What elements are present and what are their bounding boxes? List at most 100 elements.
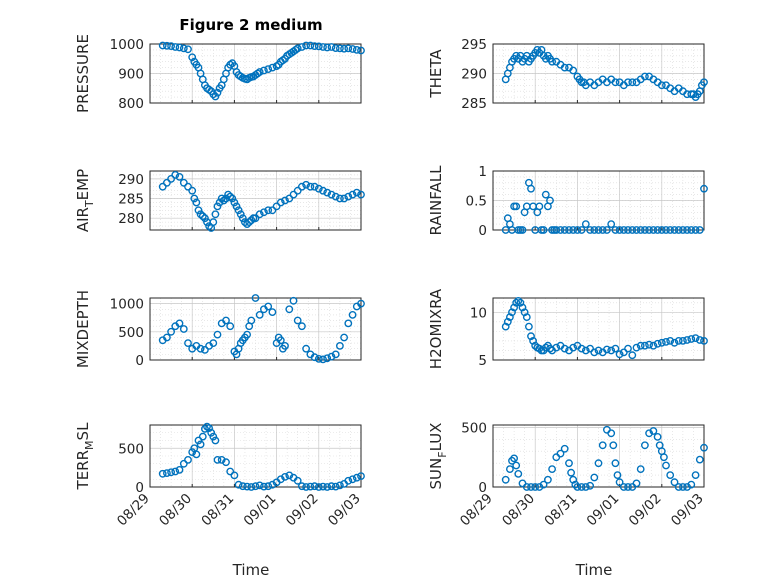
data-point <box>653 226 662 234</box>
data-point <box>687 335 696 343</box>
data-point <box>577 344 586 353</box>
data-point <box>276 198 285 207</box>
data-point <box>344 476 353 485</box>
data-point <box>192 198 201 207</box>
data-point <box>327 43 336 51</box>
data-point <box>289 296 298 305</box>
data-point <box>657 338 666 347</box>
x-tick-label: 08/29 <box>457 491 496 530</box>
data-point <box>198 212 207 221</box>
data-point <box>577 226 586 234</box>
data-point <box>348 45 357 53</box>
data-point <box>510 303 518 312</box>
panel-rainfall: 0 0.5 1 RAINFALL <box>427 164 708 239</box>
data-point <box>251 482 260 491</box>
data-point <box>205 424 214 432</box>
x-tick-label: 09/02 <box>283 491 322 530</box>
figure-title: Figure 2 medium <box>179 16 322 34</box>
data-point <box>535 202 544 211</box>
data-point <box>695 226 704 234</box>
axes-frame <box>492 43 705 104</box>
data-point <box>264 302 273 311</box>
y-tick-label: 285 <box>118 192 144 208</box>
data-point <box>243 330 252 339</box>
data-point <box>344 192 353 201</box>
data-point <box>314 354 323 363</box>
y-axis-label: MIXDEPTH <box>74 290 92 368</box>
data-point <box>670 226 679 234</box>
data-point <box>344 319 353 328</box>
data-point <box>607 220 616 229</box>
data-point <box>670 478 679 487</box>
x-tick-label: 08/30 <box>156 491 195 530</box>
data-point <box>653 432 662 441</box>
data-point <box>323 354 332 363</box>
data-point <box>297 182 306 191</box>
data-point <box>569 343 578 352</box>
data-point <box>348 475 357 484</box>
data-point <box>541 343 550 352</box>
data-point <box>226 192 235 201</box>
data-point <box>512 202 521 211</box>
data-point <box>670 338 679 347</box>
y-tick-label: 295 <box>461 37 487 53</box>
data-point <box>569 226 578 234</box>
x-tick-label: 08/29 <box>114 491 153 530</box>
data-point <box>327 190 336 199</box>
axes-frame <box>492 170 705 231</box>
data-point <box>259 208 268 217</box>
data-point <box>175 319 184 328</box>
panel-pressure: 800 900 1000 PRESSURE <box>74 34 365 113</box>
data-point <box>653 339 662 348</box>
data-point <box>335 194 344 203</box>
data-point <box>211 92 220 101</box>
data-point <box>657 226 666 234</box>
data-point <box>510 454 518 463</box>
data-point <box>319 43 327 51</box>
data-point <box>501 475 510 484</box>
data-point <box>560 226 569 234</box>
data-point <box>158 182 167 191</box>
data-point <box>247 216 256 225</box>
y-tick-label: 0 <box>478 223 487 239</box>
data-point <box>162 469 171 477</box>
y-tick-label: 500 <box>461 420 487 436</box>
data-point <box>512 298 521 307</box>
data-point <box>314 184 323 193</box>
y-axis-label: H2OMIXRA <box>427 288 445 369</box>
data-point <box>348 310 357 319</box>
data-point <box>636 226 645 234</box>
data-point <box>245 218 254 227</box>
data-point <box>302 344 310 353</box>
data-point <box>560 444 569 453</box>
data-point <box>327 352 336 361</box>
data-point <box>352 473 361 482</box>
data-point <box>184 45 192 54</box>
data-point <box>319 482 327 491</box>
data-point <box>581 483 590 491</box>
data-point <box>243 482 252 491</box>
data-point <box>306 182 315 191</box>
panel-sun_flux: 0 500 SUNFLUX 08/29 08/30 08/31 09/01 09/02 09/0… <box>427 420 708 530</box>
data-point <box>331 482 340 491</box>
data-point <box>158 469 167 478</box>
data-point <box>184 339 192 347</box>
data-point <box>700 336 708 345</box>
data-point <box>615 478 624 487</box>
data-point <box>649 427 658 435</box>
data-point <box>700 184 708 193</box>
data-point <box>565 459 573 468</box>
data-point <box>632 343 641 352</box>
data-point <box>319 355 327 364</box>
data-point <box>609 441 618 450</box>
data-point <box>281 196 289 205</box>
data-point <box>188 53 197 62</box>
data-point <box>662 461 670 470</box>
data-point <box>624 483 632 491</box>
data-point <box>234 206 243 215</box>
data-point <box>209 90 218 99</box>
data-point <box>624 78 632 87</box>
data-point <box>213 88 222 97</box>
data-point <box>691 226 700 234</box>
